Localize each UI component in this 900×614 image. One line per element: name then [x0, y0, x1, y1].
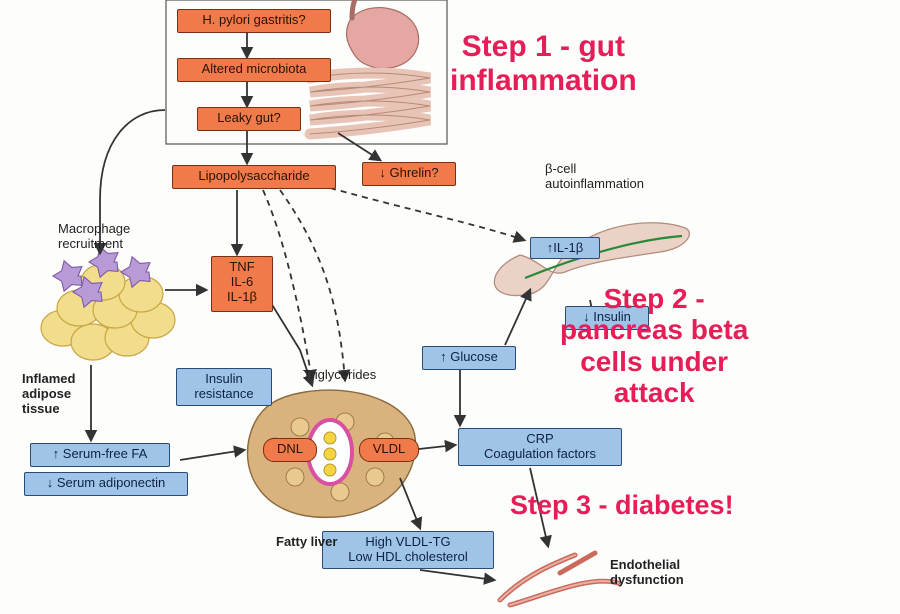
arrow-14: [505, 290, 530, 345]
macrophage-0: [53, 261, 82, 291]
box-glucose: ↑ Glucose: [422, 346, 516, 370]
arrow-7: [280, 190, 345, 380]
arrow-17: [400, 478, 420, 528]
box-adipose_label: Inflamed adipose tissue: [22, 372, 112, 417]
box-endo_label: Endothelial dysfunction: [610, 558, 730, 588]
intestine-icon: [310, 73, 430, 134]
adipocyte-1: [71, 324, 115, 360]
adipocyte-2: [105, 320, 149, 356]
adipocyte-4: [57, 290, 101, 326]
step-s2: Step 2 - pancreas beta cells under attac…: [560, 283, 748, 408]
box-ins_res: Insulin resistance: [176, 368, 272, 406]
adipocyte-3: [131, 302, 175, 338]
arrow-19: [420, 570, 494, 580]
diagram-stage: H. pylori gastritis? Altered microbiota Le…: [0, 0, 900, 614]
macrophage-3: [73, 277, 102, 307]
box-hpylori: H. pylori gastritis?: [177, 9, 331, 33]
box-leaky: Leaky gut?: [197, 107, 301, 131]
box-serum_fa: ↑ Serum-free FA: [30, 443, 170, 467]
stomach-icon: [347, 8, 419, 69]
adipocyte-6: [119, 276, 163, 312]
adipocyte-5: [93, 292, 137, 328]
box-crp: CRP Coagulation factors: [458, 428, 622, 466]
adipocyte-0: [41, 310, 85, 346]
box-macro_label: Macrophage recruitment: [58, 222, 178, 252]
box-vldl: VLDL: [359, 438, 419, 462]
arrow-3: [338, 133, 380, 160]
box-adiponectin: ↓ Serum adiponectin: [24, 472, 188, 496]
box-triglyc: Triglycerides: [303, 368, 403, 383]
box-lps: Lipopolysaccharide: [172, 165, 336, 189]
box-betacell_label: β-cell autoinflammation: [545, 162, 705, 192]
box-microbiota: Altered microbiota: [177, 58, 331, 82]
arrow-8: [330, 188, 524, 240]
box-il1b: ↑IL-1β: [530, 237, 600, 259]
step-s1: Step 1 - gut inflammation: [450, 30, 637, 97]
arrow-12: [180, 450, 244, 460]
vessel-icon: [500, 553, 618, 605]
box-ghrelin: ↓ Ghrelin?: [362, 162, 456, 186]
box-fatty_liver_label: Fatty liver: [276, 535, 366, 550]
adipocyte-7: [81, 264, 125, 300]
box-cytokines: TNF IL-6 IL-1β: [211, 256, 273, 312]
macrophage-2: [121, 257, 150, 287]
box-dnl: DNL: [263, 438, 317, 462]
step-s3: Step 3 - diabetes!: [510, 490, 734, 520]
